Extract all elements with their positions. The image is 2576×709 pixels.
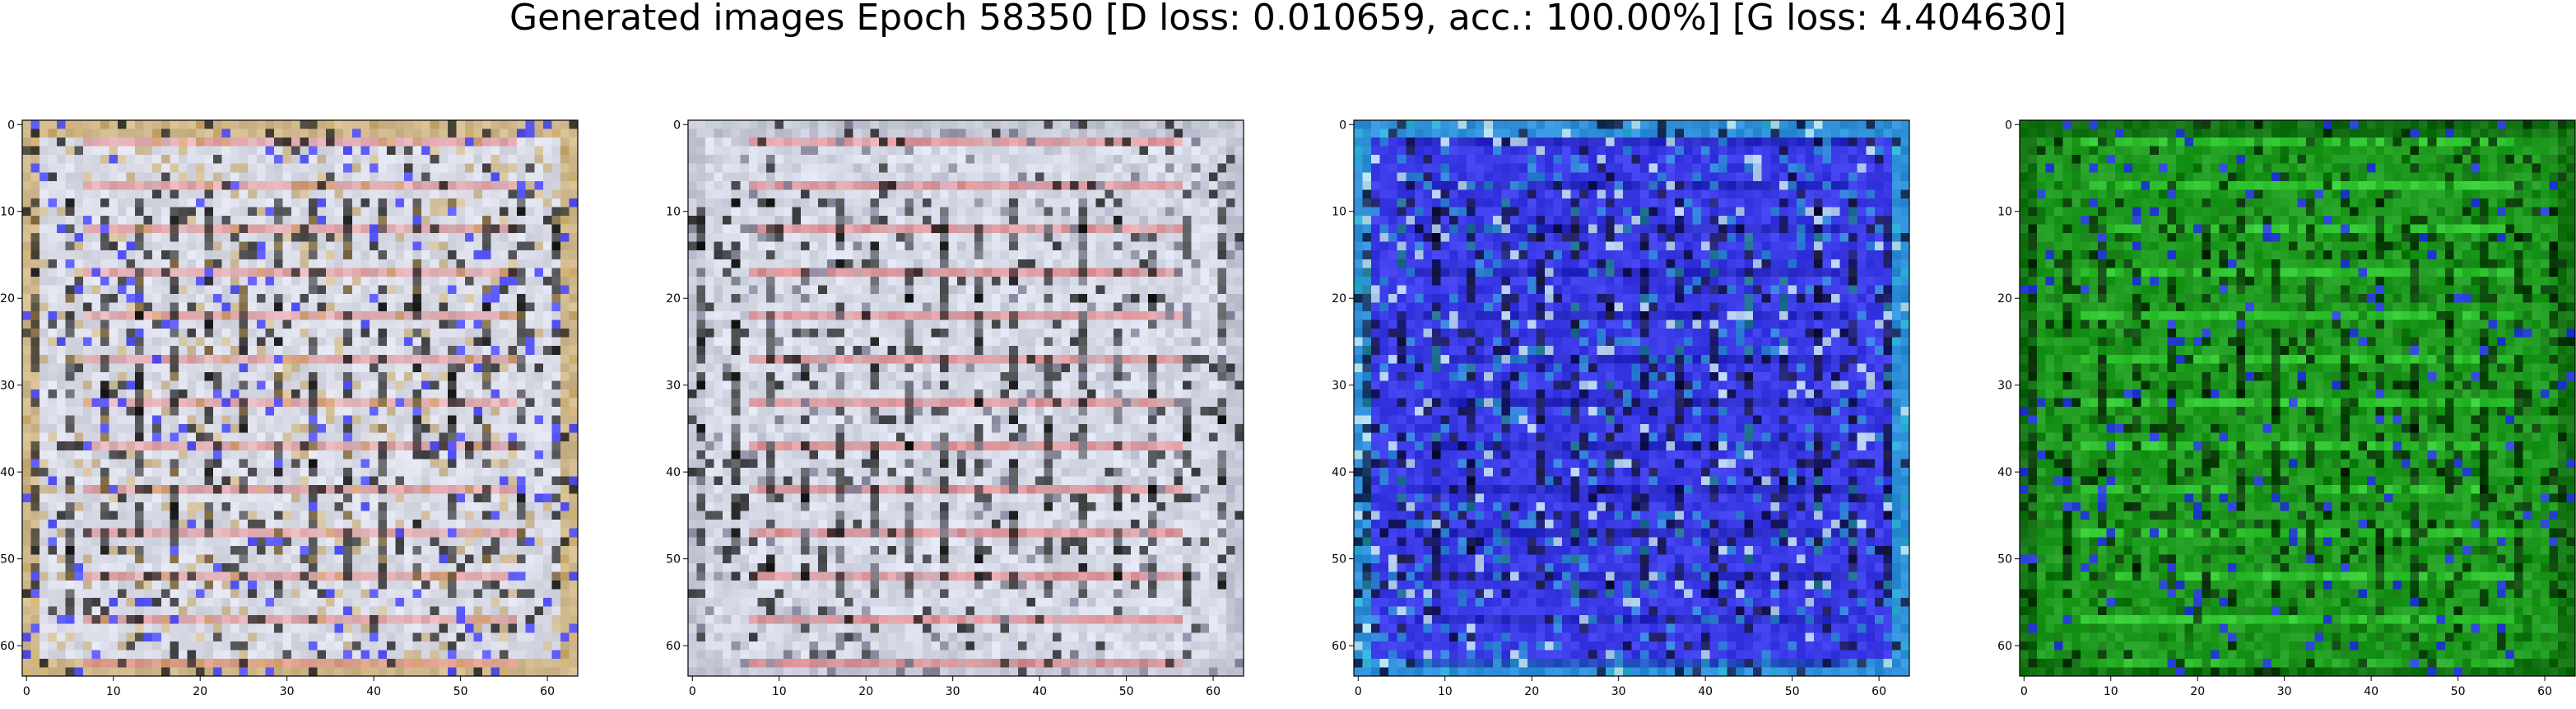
image-panel-4: 0 10 20 30 40 50 60 0 10 20 30 40 50 60 <box>1978 120 2576 709</box>
heatmap-axes: 0 10 20 30 40 50 60 0 10 20 30 40 50 60 <box>0 120 581 709</box>
image-panel-1: 0 10 20 30 40 50 60 0 10 20 30 40 50 60 <box>0 120 581 709</box>
y-tick-label: 40 <box>1997 466 2012 479</box>
generated-image <box>1354 120 1909 676</box>
y-tick-label: 10 <box>666 206 681 219</box>
x-tick-label: 0 <box>23 685 30 698</box>
x-tick-label: 20 <box>2190 685 2205 698</box>
y-tick-label: 30 <box>1997 380 2012 393</box>
y-tick-label: 0 <box>7 119 15 132</box>
y-tick-label: 50 <box>666 553 681 567</box>
y-tick-label: 0 <box>673 119 681 132</box>
x-tick-label: 40 <box>1032 685 1047 698</box>
y-tick-label: 0 <box>1339 119 1346 132</box>
y-tick-label: 40 <box>1332 466 1346 479</box>
x-tick-label: 40 <box>1698 685 1713 698</box>
image-panel-3: 0 10 20 30 40 50 60 0 10 20 30 40 50 60 <box>1313 120 1913 709</box>
y-tick-label: 40 <box>0 466 15 479</box>
y-tick-label: 20 <box>0 292 15 306</box>
x-tick-label: 40 <box>2364 685 2378 698</box>
heatmap-axes: 0 10 20 30 40 50 60 0 10 20 30 40 50 60 <box>1978 120 2576 709</box>
y-tick-label: 10 <box>1332 206 1346 219</box>
x-tick-label: 50 <box>2451 685 2466 698</box>
x-tick-label: 20 <box>1524 685 1539 698</box>
y-tick-label: 40 <box>666 466 681 479</box>
y-tick-label: 50 <box>1997 553 2012 567</box>
y-tick-label: 10 <box>1997 206 2012 219</box>
heatmap-axes: 0 10 20 30 40 50 60 0 10 20 30 40 50 60 <box>1313 120 1913 709</box>
x-tick-label: 40 <box>366 685 381 698</box>
x-tick-label: 0 <box>689 685 696 698</box>
x-tick-label: 10 <box>772 685 787 698</box>
x-tick-label: 30 <box>1611 685 1626 698</box>
y-tick-label: 20 <box>666 292 681 306</box>
generated-image <box>22 120 578 676</box>
y-tick-label: 60 <box>666 640 681 653</box>
x-tick-label: 50 <box>1785 685 1800 698</box>
x-tick-label: 10 <box>106 685 121 698</box>
y-tick-label: 30 <box>0 380 15 393</box>
x-tick-label: 60 <box>540 685 555 698</box>
x-tick-label: 30 <box>946 685 960 698</box>
generated-image <box>2020 120 2575 676</box>
x-tick-label: 30 <box>2277 685 2292 698</box>
image-panel-2: 0 10 20 30 40 50 60 0 10 20 30 40 50 60 <box>647 120 1247 709</box>
x-tick-label: 0 <box>2020 685 2028 698</box>
x-tick-label: 50 <box>453 685 468 698</box>
x-tick-label: 60 <box>1206 685 1221 698</box>
heatmap-axes: 0 10 20 30 40 50 60 0 10 20 30 40 50 60 <box>647 120 1247 709</box>
x-tick-label: 10 <box>2104 685 2118 698</box>
y-tick-label: 20 <box>1997 292 2012 306</box>
x-tick-label: 50 <box>1119 685 1134 698</box>
generated-image <box>688 120 1244 676</box>
x-tick-label: 20 <box>193 685 207 698</box>
y-tick-label: 20 <box>1332 292 1346 306</box>
figure-title: Generated images Epoch 58350 [D loss: 0.… <box>0 0 2576 36</box>
y-tick-label: 50 <box>1332 553 1346 567</box>
x-tick-label: 60 <box>1872 685 1886 698</box>
x-tick-label: 30 <box>280 685 295 698</box>
x-tick-label: 60 <box>2537 685 2552 698</box>
x-tick-label: 0 <box>1355 685 1362 698</box>
y-tick-label: 50 <box>0 553 15 567</box>
y-tick-label: 0 <box>2005 119 2012 132</box>
y-tick-label: 30 <box>1332 380 1346 393</box>
y-tick-label: 60 <box>1332 640 1346 653</box>
y-tick-label: 60 <box>0 640 15 653</box>
y-tick-label: 30 <box>666 380 681 393</box>
x-tick-label: 10 <box>1438 685 1453 698</box>
x-tick-label: 20 <box>858 685 873 698</box>
y-tick-label: 10 <box>0 206 15 219</box>
y-tick-label: 60 <box>1997 640 2012 653</box>
